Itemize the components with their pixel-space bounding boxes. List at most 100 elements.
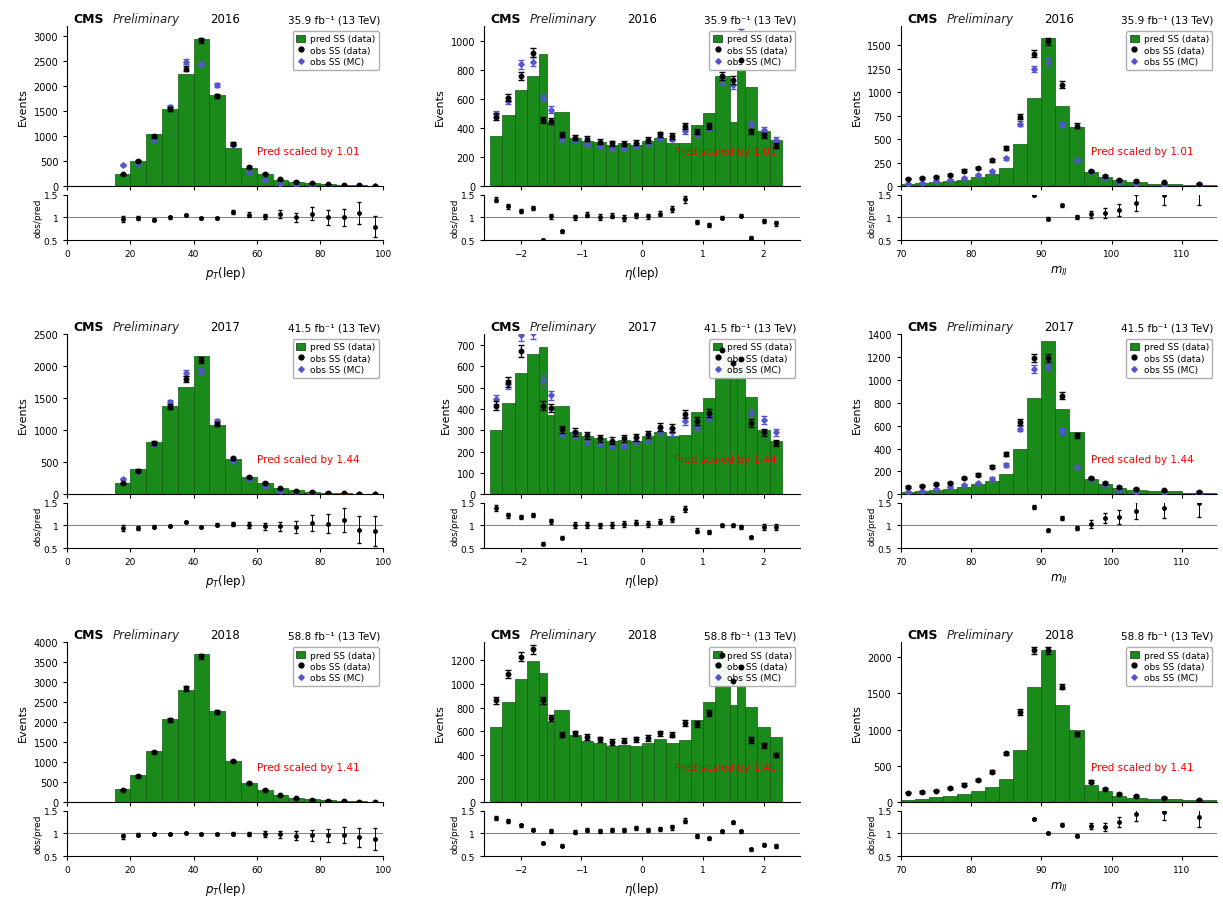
Bar [630, 441, 642, 495]
Y-axis label: obs/pred: obs/pred [450, 507, 460, 546]
Bar [667, 437, 679, 495]
Bar [715, 351, 730, 495]
Bar [915, 799, 929, 803]
Text: Preliminary: Preliminary [113, 13, 180, 26]
Bar [901, 492, 915, 495]
Text: Preliminary: Preliminary [947, 321, 1014, 333]
Bar [209, 97, 225, 187]
Bar [691, 126, 703, 187]
Bar [225, 460, 241, 495]
Text: CMS: CMS [907, 628, 938, 641]
Text: 2018: 2018 [210, 628, 240, 641]
Bar [1147, 800, 1181, 803]
Bar [958, 794, 971, 803]
Bar [515, 374, 527, 495]
Y-axis label: obs/pred: obs/pred [33, 507, 43, 546]
Bar [986, 787, 999, 803]
Bar [1181, 801, 1217, 803]
Bar [691, 721, 703, 803]
Bar [679, 144, 691, 187]
Bar [915, 492, 929, 495]
Y-axis label: Events: Events [852, 703, 862, 742]
Bar [490, 431, 503, 495]
Y-axis label: Events: Events [435, 703, 445, 742]
Bar [289, 798, 305, 803]
Text: Pred scaled by 1.44: Pred scaled by 1.44 [257, 455, 360, 465]
Text: CMS: CMS [490, 321, 521, 333]
Bar [147, 443, 161, 495]
Bar [161, 109, 177, 187]
Bar [527, 77, 539, 187]
Text: CMS: CMS [907, 321, 938, 333]
Bar [1055, 705, 1069, 803]
Text: 2017: 2017 [1044, 321, 1074, 333]
Bar [115, 175, 131, 187]
Bar [1181, 493, 1217, 495]
Bar [730, 705, 737, 803]
Bar [539, 55, 547, 187]
Bar [654, 433, 667, 495]
Bar [131, 775, 147, 803]
Legend: pred SS (data), obs SS (data), obs SS (MC): pred SS (data), obs SS (data), obs SS (M… [292, 32, 379, 70]
Bar [630, 746, 642, 803]
Bar [1014, 450, 1027, 495]
Bar [273, 795, 289, 803]
Bar [547, 416, 554, 495]
Bar [958, 487, 971, 495]
Bar [971, 178, 986, 187]
Y-axis label: Events: Events [435, 88, 445, 126]
Text: CMS: CMS [73, 13, 104, 26]
Bar [999, 169, 1014, 187]
Text: Pred scaled by 1.41: Pred scaled by 1.41 [674, 763, 777, 773]
Bar [1125, 490, 1147, 495]
Bar [554, 406, 569, 495]
Y-axis label: obs/pred: obs/pred [867, 814, 876, 854]
Bar [1042, 342, 1055, 495]
Bar [147, 752, 161, 803]
Text: 35.9 fb⁻¹ (13 TeV): 35.9 fb⁻¹ (13 TeV) [1121, 15, 1213, 26]
Bar [642, 142, 654, 187]
Bar [1097, 485, 1112, 495]
Bar [539, 673, 547, 803]
Bar [605, 146, 618, 187]
X-axis label: $\eta$(lep): $\eta$(lep) [624, 572, 660, 589]
Bar [654, 139, 667, 187]
Text: 2017: 2017 [627, 321, 657, 333]
Bar [320, 493, 336, 495]
Text: 58.8 fb⁻¹ (13 TeV): 58.8 fb⁻¹ (13 TeV) [1121, 631, 1213, 641]
Bar [1055, 410, 1069, 495]
Bar [209, 711, 225, 803]
Bar [320, 185, 336, 187]
Text: 2016: 2016 [210, 13, 240, 26]
Text: 58.8 fb⁻¹ (13 TeV): 58.8 fb⁻¹ (13 TeV) [704, 631, 797, 641]
Y-axis label: Events: Events [442, 396, 451, 434]
Bar [336, 801, 351, 803]
Bar [515, 90, 527, 187]
Bar [1042, 38, 1055, 187]
Bar [241, 169, 257, 187]
Bar [177, 691, 193, 803]
Bar [1097, 791, 1112, 803]
Y-axis label: obs/pred: obs/pred [867, 507, 876, 546]
Text: CMS: CMS [490, 628, 521, 641]
Bar [115, 484, 131, 495]
Y-axis label: Events: Events [18, 703, 28, 742]
Bar [193, 357, 209, 495]
Bar [1112, 489, 1125, 495]
Bar [554, 711, 569, 803]
Bar [730, 363, 737, 495]
Bar [737, 355, 745, 495]
Text: Preliminary: Preliminary [113, 321, 180, 333]
Bar [305, 184, 320, 187]
Bar [605, 442, 618, 495]
Legend: pred SS (data), obs SS (data), obs SS (MC): pred SS (data), obs SS (data), obs SS (M… [1126, 647, 1212, 686]
Bar [958, 180, 971, 187]
X-axis label: $\eta$(lep): $\eta$(lep) [624, 264, 660, 281]
Bar [745, 88, 757, 187]
Bar [527, 661, 539, 803]
Y-axis label: Events: Events [851, 88, 862, 126]
Bar [757, 727, 769, 803]
Bar [503, 404, 515, 495]
Text: Pred scaled by 1.41: Pred scaled by 1.41 [257, 763, 360, 773]
Bar [642, 437, 654, 495]
